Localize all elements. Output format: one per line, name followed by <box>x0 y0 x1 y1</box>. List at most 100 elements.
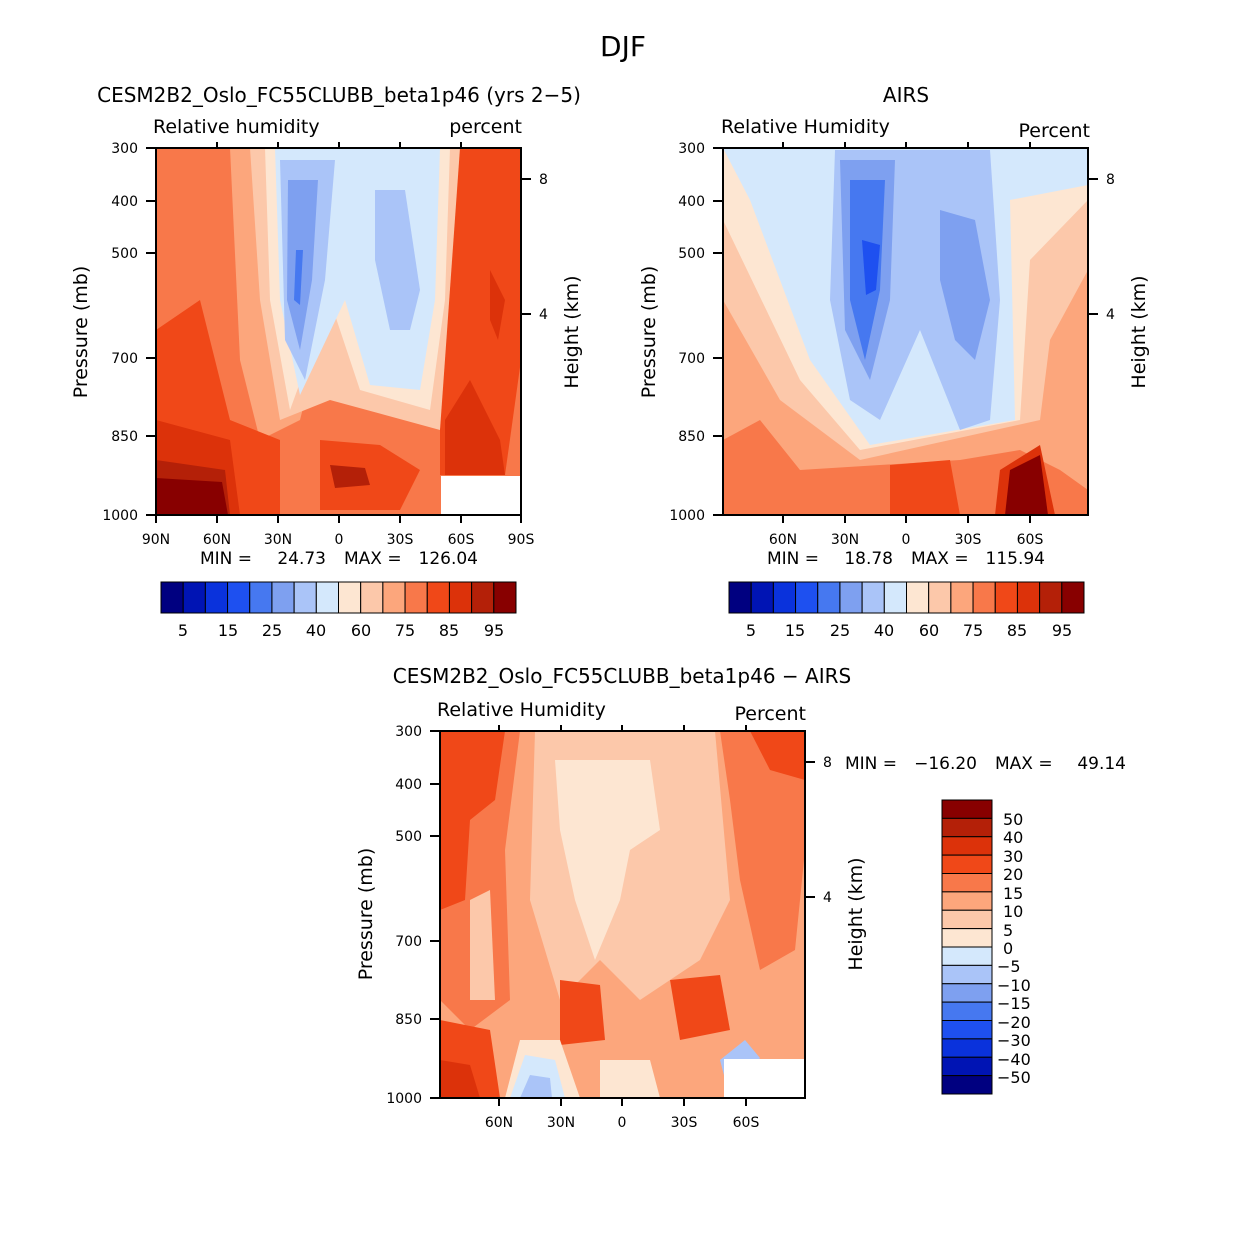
panel-diff-ticks <box>430 725 815 1106</box>
x-tick-label: 60S <box>1017 532 1044 548</box>
panel-airs-max-label: MAX = <box>911 549 969 569</box>
x-tick-label: 0 <box>335 532 344 548</box>
y2-tick-label: 8 <box>823 755 832 771</box>
panel-airs-left-label: Relative Humidity <box>721 116 890 138</box>
colorbar-label: 60 <box>919 621 939 640</box>
y2-axis-label: Height (km) <box>1128 275 1150 388</box>
y-tick-label: 300 <box>111 141 138 157</box>
colorbar-swatch <box>941 983 993 1003</box>
panel-model-field <box>155 147 522 516</box>
y-tick-label: 850 <box>395 1012 422 1028</box>
colorbar-label: 25 <box>830 621 850 640</box>
y-tick-label: 500 <box>678 246 705 262</box>
colorbar-swatch <box>994 581 1018 614</box>
colorbar-swatch <box>941 909 993 930</box>
colorbar-label: 25 <box>262 621 282 640</box>
y-axis-label: Pressure (mb) <box>355 848 377 981</box>
colorbar-swatch <box>941 1020 993 1040</box>
colorbar-label: 30 <box>1003 847 1023 866</box>
y-tick-label: 700 <box>111 351 138 367</box>
x-tick-label: 0 <box>618 1115 627 1131</box>
panel-airs-ticks <box>713 142 1098 523</box>
colorbar-label: 95 <box>1052 621 1072 640</box>
band-darkest-south <box>1005 455 1048 515</box>
colorbar-swatch <box>839 581 863 614</box>
band-cream-lower-center <box>600 1060 660 1098</box>
colorbar-label: 20 <box>1003 865 1023 884</box>
colorbar-swatch <box>950 581 974 614</box>
y2-tick-label: 4 <box>823 890 832 906</box>
band-blue-core <box>287 180 318 350</box>
panel-model-max-label: MAX = <box>344 549 402 569</box>
colorbar-swatch <box>293 581 317 614</box>
colorbar-swatch <box>941 799 993 819</box>
panel-airs-right-label: Percent <box>1019 120 1091 142</box>
band-red-lower <box>890 460 960 515</box>
y-tick-label: 500 <box>111 246 138 262</box>
colorbar-swatch <box>941 1056 993 1077</box>
x-tick-label: 90S <box>508 532 535 548</box>
band-cream-center <box>555 760 660 960</box>
panel-model-title: CESM2B2_Oslo_FC55CLUBB_beta1p46 (yrs 2−5… <box>97 83 581 107</box>
colorbar-label: 85 <box>1007 621 1027 640</box>
colorbar-label: 60 <box>351 621 371 640</box>
y-tick-label: 850 <box>678 429 705 445</box>
x-tick-label: 60S <box>448 532 475 548</box>
colorbar-label: 15 <box>1003 884 1023 903</box>
y-tick-label: 300 <box>395 724 422 740</box>
panel-airs-colorbar <box>728 581 1085 614</box>
panel-diff-max-value: 49.14 <box>1077 754 1126 774</box>
colorbar-swatch <box>941 946 993 966</box>
colorbar-swatch <box>1039 581 1063 614</box>
colorbar-label: −20 <box>997 1013 1031 1032</box>
colorbar-swatch <box>941 964 993 985</box>
panel-model-ticks <box>146 142 531 523</box>
colorbar-swatch <box>1016 581 1041 614</box>
panel-model-colorbar <box>160 581 517 614</box>
panel-airs-title: AIRS <box>883 83 929 107</box>
colorbar-label: 5 <box>746 621 756 640</box>
colorbar-label: 5 <box>1003 921 1013 940</box>
colorbar-swatch <box>795 581 819 614</box>
colorbar-swatch <box>941 1075 993 1095</box>
band-red-south-mid <box>670 975 730 1040</box>
missing-data <box>724 1059 805 1098</box>
y-tick-label: 400 <box>678 194 705 210</box>
y-tick-label: 700 <box>395 934 422 950</box>
colorbar-swatch <box>382 581 406 614</box>
colorbar-label: −5 <box>997 957 1021 976</box>
band-red-south <box>440 148 521 475</box>
colorbar-label: −30 <box>997 1031 1031 1050</box>
band-blue-deep <box>862 240 880 295</box>
y2-axis-label: Height (km) <box>845 857 867 970</box>
colorbar-swatch <box>1061 581 1085 614</box>
colorbar-label: 40 <box>306 621 326 640</box>
panel-diff-colorbar <box>941 799 993 1095</box>
band-red-south <box>750 731 805 780</box>
colorbar-swatch <box>360 581 384 614</box>
figure-title: DJF <box>600 30 646 63</box>
panel-airs-min-value: 18.78 <box>844 549 893 569</box>
band-darkest-red <box>156 478 228 515</box>
colorbar-label: −40 <box>997 1050 1031 1069</box>
colorbar-swatch <box>941 891 993 911</box>
colorbar-swatch <box>493 581 517 614</box>
colorbar-swatch <box>972 581 996 614</box>
y-tick-label: 1000 <box>669 508 705 524</box>
band-dark-equator <box>330 465 370 488</box>
colorbar-swatch <box>817 581 841 614</box>
panel-diff-axes: 300 400 500 700 850 1000 8 4 60N 30N 0 3… <box>355 724 867 1131</box>
colorbar-swatch <box>448 581 473 614</box>
band-light-north-low <box>470 890 495 1000</box>
colorbar-swatch <box>160 581 184 614</box>
panel-diff-left-label: Relative Humidity <box>437 699 606 721</box>
colorbar-swatch <box>928 581 952 614</box>
colorbar-swatch <box>941 854 993 874</box>
colorbar-label: 75 <box>395 621 415 640</box>
colorbar-swatch <box>941 1038 993 1058</box>
colorbar-label: −10 <box>997 976 1031 995</box>
colorbar-swatch <box>249 581 273 614</box>
colorbar-label: 10 <box>1003 902 1023 921</box>
y2-tick-label: 4 <box>1106 307 1115 323</box>
colorbar-swatch <box>204 581 229 614</box>
